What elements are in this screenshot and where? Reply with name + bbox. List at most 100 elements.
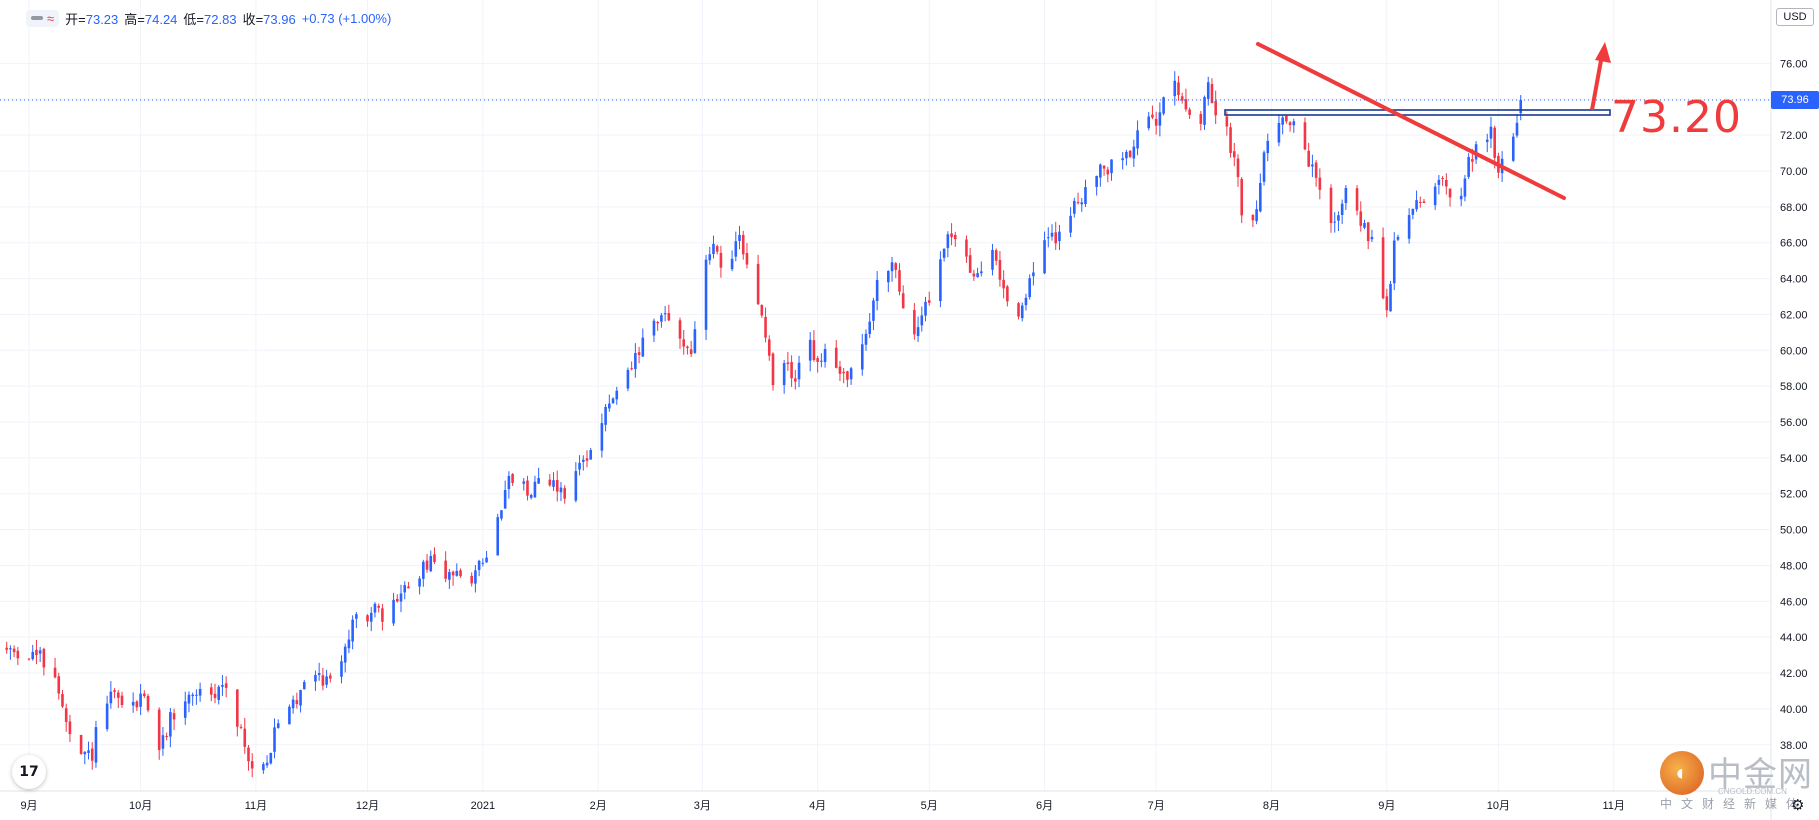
candle-body [1415, 200, 1418, 210]
candle-body [343, 646, 347, 663]
downtrend-line[interactable] [1256, 42, 1566, 200]
candle-body [1255, 209, 1258, 222]
candle-body [868, 321, 872, 334]
price-tick-label: 60.00 [1780, 345, 1808, 357]
candle-body [808, 339, 812, 361]
candle-body [574, 471, 578, 501]
candle-body [1445, 179, 1448, 187]
candle-body [689, 349, 693, 355]
candle-body [366, 615, 369, 622]
candle-body [589, 450, 593, 460]
price-axis-labels: 76.0074.0072.0070.0068.0066.0064.0062.00… [1780, 58, 1808, 751]
candle-body [113, 690, 116, 692]
candle-body [838, 366, 842, 374]
candle-body [846, 371, 849, 380]
candle-body [1206, 82, 1210, 99]
legend-low: 低=72.83 [183, 9, 236, 28]
candle-body [1136, 130, 1139, 149]
candle-body [898, 270, 901, 292]
price-tick-label: 56.00 [1780, 417, 1808, 429]
candle-body [265, 762, 269, 766]
candle-body [1303, 122, 1307, 150]
candle-body [738, 234, 741, 241]
candle-body [734, 241, 738, 257]
resistance-level-box[interactable] [1224, 109, 1611, 116]
candle-body [444, 560, 447, 579]
candle-body [875, 280, 879, 302]
candle-body [1515, 122, 1519, 136]
candle-body [745, 253, 749, 265]
candle-body [262, 764, 265, 771]
candle-body [1292, 121, 1296, 126]
candle-body [12, 648, 16, 653]
candle-body [887, 270, 890, 283]
currency-selector[interactable]: USD [1776, 8, 1814, 26]
time-tick-label: 11月 [245, 800, 267, 812]
breakout-arrow-head [1595, 42, 1611, 63]
candle-body [1285, 115, 1288, 122]
candle-body [1266, 140, 1270, 154]
time-tick-label: 6月 [1036, 800, 1053, 812]
candle-body [120, 695, 124, 706]
candle-body [1028, 278, 1031, 298]
price-tick-label: 58.00 [1780, 381, 1808, 393]
legend-toggle-button[interactable]: ≈ [26, 9, 60, 27]
candle-body [57, 676, 61, 694]
candle-body [139, 693, 142, 707]
candle-body [1177, 82, 1180, 96]
breakout-arrow-shaft[interactable] [1590, 54, 1604, 111]
drawing-overlays[interactable] [0, 42, 1771, 200]
open-label: 开= [65, 11, 86, 27]
ohlc-legend: ≈ 开=73.23 高=74.24 低=72.83 收=73.96 +0.73 … [26, 9, 391, 27]
low-value: 72.83 [204, 11, 237, 27]
candle-body [608, 403, 611, 409]
candle-body [1459, 195, 1463, 200]
candle-body [1050, 232, 1054, 237]
candle-body [1485, 139, 1489, 143]
candle-body [1511, 136, 1515, 161]
candle-body [395, 598, 399, 602]
candle-body [340, 661, 343, 677]
candle-body [712, 243, 715, 255]
candle-body [172, 713, 176, 720]
candle-body [496, 517, 500, 556]
candle-body [1073, 200, 1076, 214]
candle-body [1032, 272, 1035, 277]
candle-body [64, 708, 68, 722]
candle-body [470, 575, 473, 584]
candle-body [198, 688, 202, 696]
candle-body [131, 701, 135, 706]
candle-body [243, 728, 247, 747]
candle-body [1203, 97, 1206, 125]
level-annotation-label[interactable]: 73.20 [1611, 92, 1742, 143]
candle-body [503, 489, 507, 509]
candle-body [939, 259, 942, 302]
candle-body [1199, 114, 1203, 124]
candle-body [864, 333, 868, 345]
gear-icon[interactable]: ⚙ [1791, 797, 1805, 814]
candle-body [224, 683, 228, 688]
candle-body [1281, 117, 1284, 125]
candle-body [820, 360, 823, 362]
price-tick-label: 62.00 [1780, 309, 1808, 321]
candle-body [16, 650, 20, 659]
candle-body [1180, 96, 1184, 101]
candle-body [1489, 126, 1493, 139]
close-label: 收= [242, 11, 264, 27]
candle-body [641, 337, 645, 357]
candle-body [760, 304, 764, 316]
candle-body [209, 687, 213, 695]
candle-body [537, 478, 540, 484]
time-tick-label: 2021 [471, 800, 495, 812]
candle-body [1463, 178, 1467, 197]
candle-body [459, 570, 462, 577]
candle-body [451, 571, 455, 576]
candle-body [1493, 127, 1496, 158]
candle-body [329, 675, 332, 679]
candle-body [250, 761, 254, 769]
candle-body [1262, 152, 1266, 182]
candle-body [578, 462, 581, 470]
tradingview-logo[interactable]: 17 [12, 755, 46, 789]
close-value: 73.96 [263, 11, 296, 27]
